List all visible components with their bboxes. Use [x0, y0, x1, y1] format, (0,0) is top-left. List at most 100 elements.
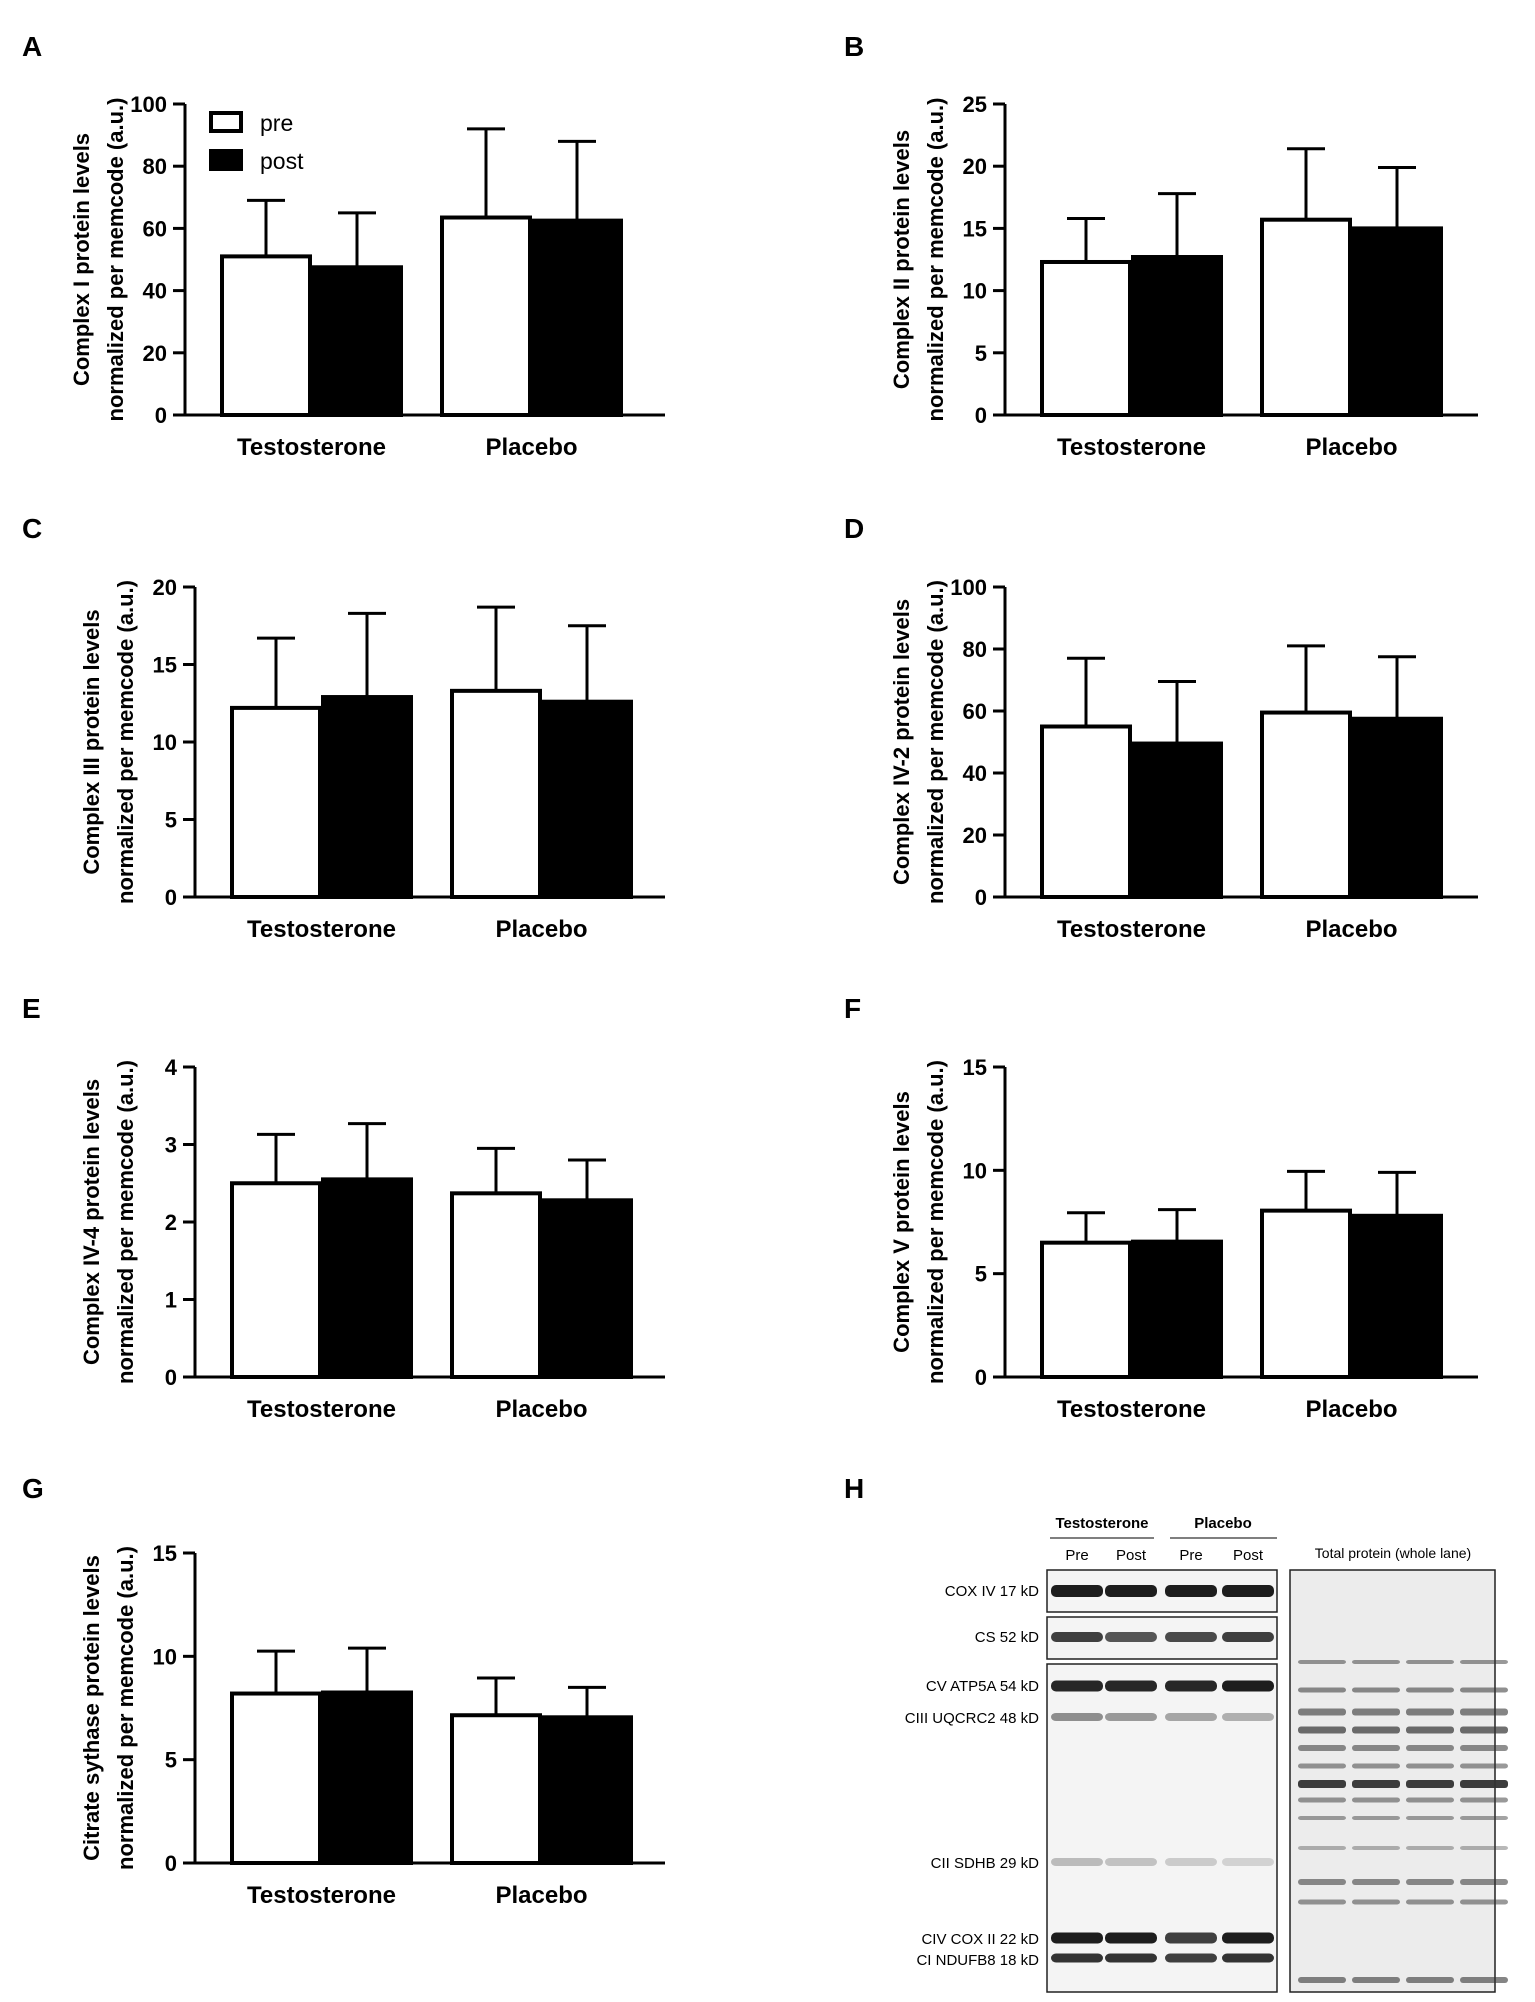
total-protein-band: [1406, 1708, 1454, 1716]
bar-post-placebo: [541, 1715, 633, 1866]
blot-band: [1105, 1585, 1157, 1597]
y-tick-label: 10: [153, 730, 177, 755]
total-protein-label: Total protein (whole lane): [1315, 1545, 1471, 1561]
total-protein-band: [1460, 1726, 1508, 1734]
total-protein-band: [1460, 1763, 1508, 1769]
blot-band: [1051, 1932, 1103, 1944]
total-protein-band: [1406, 1879, 1454, 1885]
y-tick-label: 10: [963, 279, 987, 304]
bar-pre-testosterone: [230, 705, 322, 900]
y-tick-label: 0: [165, 1365, 177, 1390]
blot-band-label: CV ATP5A 54 kD: [926, 1678, 1039, 1695]
blot-band: [1105, 1680, 1157, 1692]
bar-post-testosterone: [1131, 1239, 1223, 1379]
y-tick-label: 60: [963, 699, 987, 724]
bar-pre-placebo: [1260, 710, 1352, 899]
category-label: Placebo: [1305, 1396, 1397, 1423]
category-label: Placebo: [495, 916, 587, 943]
bar-pre-testosterone: [1040, 1240, 1132, 1379]
total-protein-band: [1460, 1745, 1508, 1751]
total-protein-band: [1298, 1763, 1346, 1769]
bar-pre-placebo: [450, 1191, 542, 1379]
blot-panel-h: H Testosterone Placebo Pre Post Pre Post Total …: [844, 1473, 1508, 1993]
bar-post-placebo: [1351, 226, 1443, 417]
y-tick-label: 20: [153, 575, 177, 600]
total-protein-band: [1460, 1780, 1508, 1788]
chart-panel-f: F Testosterone Placebo 0 5 10 15 Complex V prot…: [844, 993, 1478, 1423]
total-protein-band: [1406, 1899, 1454, 1905]
y-tick-label: 20: [963, 154, 987, 179]
blot-band: [1051, 1713, 1103, 1721]
total-protein-band: [1352, 1780, 1400, 1788]
bar-post-testosterone: [311, 265, 403, 417]
legend-swatch-pre: [209, 111, 243, 133]
y-tick-label: 80: [143, 154, 167, 179]
chart-panel-d: D Testosterone Placebo 0 20 40 60 80 100Complex …: [844, 513, 1478, 943]
total-protein-band: [1406, 1660, 1454, 1664]
bar-pre-placebo: [450, 688, 542, 899]
blot-band: [1222, 1585, 1274, 1597]
y-tick-label: 100: [130, 92, 167, 117]
total-protein-band: [1298, 1745, 1346, 1751]
blot-band: [1105, 1953, 1157, 1963]
total-protein-band: [1406, 1687, 1454, 1693]
y-tick-label: 5: [975, 1262, 987, 1287]
total-protein-band: [1352, 1726, 1400, 1734]
blot-band: [1222, 1953, 1274, 1963]
panel-letter: H: [844, 1473, 864, 1504]
y-tick-label: 40: [963, 761, 987, 786]
panel-letter: D: [844, 513, 864, 544]
blot-group-label: Placebo: [1194, 1515, 1252, 1532]
panel-letter: G: [22, 1473, 44, 1504]
total-protein-band: [1298, 1977, 1346, 1983]
category-label: Placebo: [495, 1882, 587, 1909]
total-protein-band: [1298, 1899, 1346, 1905]
bar-pre-testosterone: [220, 254, 312, 418]
blot-band: [1165, 1953, 1217, 1963]
total-protein-band: [1406, 1745, 1454, 1751]
blot-band-label: CS 52 kD: [975, 1629, 1039, 1646]
total-protein-band: [1352, 1763, 1400, 1769]
bar-post-testosterone: [1131, 741, 1223, 899]
legend-swatch-post: [209, 149, 243, 171]
y-tick-label: 10: [153, 1644, 177, 1669]
panel-letter: F: [844, 993, 861, 1024]
blot-band: [1105, 1632, 1157, 1642]
category-label: Placebo: [485, 434, 577, 461]
total-protein-band: [1352, 1899, 1400, 1905]
bar-post-placebo: [1351, 716, 1443, 899]
total-protein-band: [1352, 1687, 1400, 1693]
y-axis-label: Citrate sythase protein levels normalized…: [79, 1546, 138, 1870]
category-label: Placebo: [1305, 434, 1397, 461]
y-tick-label: 0: [975, 1365, 987, 1390]
blot-lane-label: Pre: [1179, 1547, 1202, 1564]
total-protein-band: [1352, 1708, 1400, 1716]
panel-letter: E: [22, 993, 41, 1024]
blot-band: [1222, 1858, 1274, 1866]
y-axis-label: Complex II protein levels normalized per …: [889, 98, 948, 422]
total-protein-band: [1406, 1816, 1454, 1820]
blot-band: [1105, 1932, 1157, 1944]
chart-panel-c: C Testosterone Placebo 0 5 10 15 20 Complex III …: [22, 513, 665, 943]
blot-band: [1105, 1858, 1157, 1866]
y-tick-label: 20: [143, 341, 167, 366]
chart-panel-b: B Testosterone Placebo 0 5 10 15 20 25 Complex II…: [844, 31, 1478, 461]
blot-band: [1222, 1713, 1274, 1721]
blot-band: [1165, 1680, 1217, 1692]
bar-pre-placebo: [1260, 217, 1352, 417]
category-label: Placebo: [1305, 916, 1397, 943]
category-label: Testosterone: [1057, 434, 1206, 461]
blot-band: [1051, 1585, 1103, 1597]
total-protein-band: [1406, 1797, 1454, 1803]
total-protein-band: [1406, 1726, 1454, 1734]
y-tick-label: 15: [153, 653, 177, 678]
bar-post-placebo: [531, 218, 623, 417]
blot-band-label: CIV COX II 22 kD: [921, 1931, 1039, 1948]
y-tick-label: 2: [165, 1210, 177, 1235]
y-tick-label: 0: [975, 403, 987, 428]
blot-band: [1165, 1713, 1217, 1721]
total-protein-band: [1460, 1660, 1508, 1664]
category-label: Testosterone: [247, 916, 396, 943]
category-label: Testosterone: [237, 434, 386, 461]
y-tick-label: 4: [165, 1055, 178, 1080]
